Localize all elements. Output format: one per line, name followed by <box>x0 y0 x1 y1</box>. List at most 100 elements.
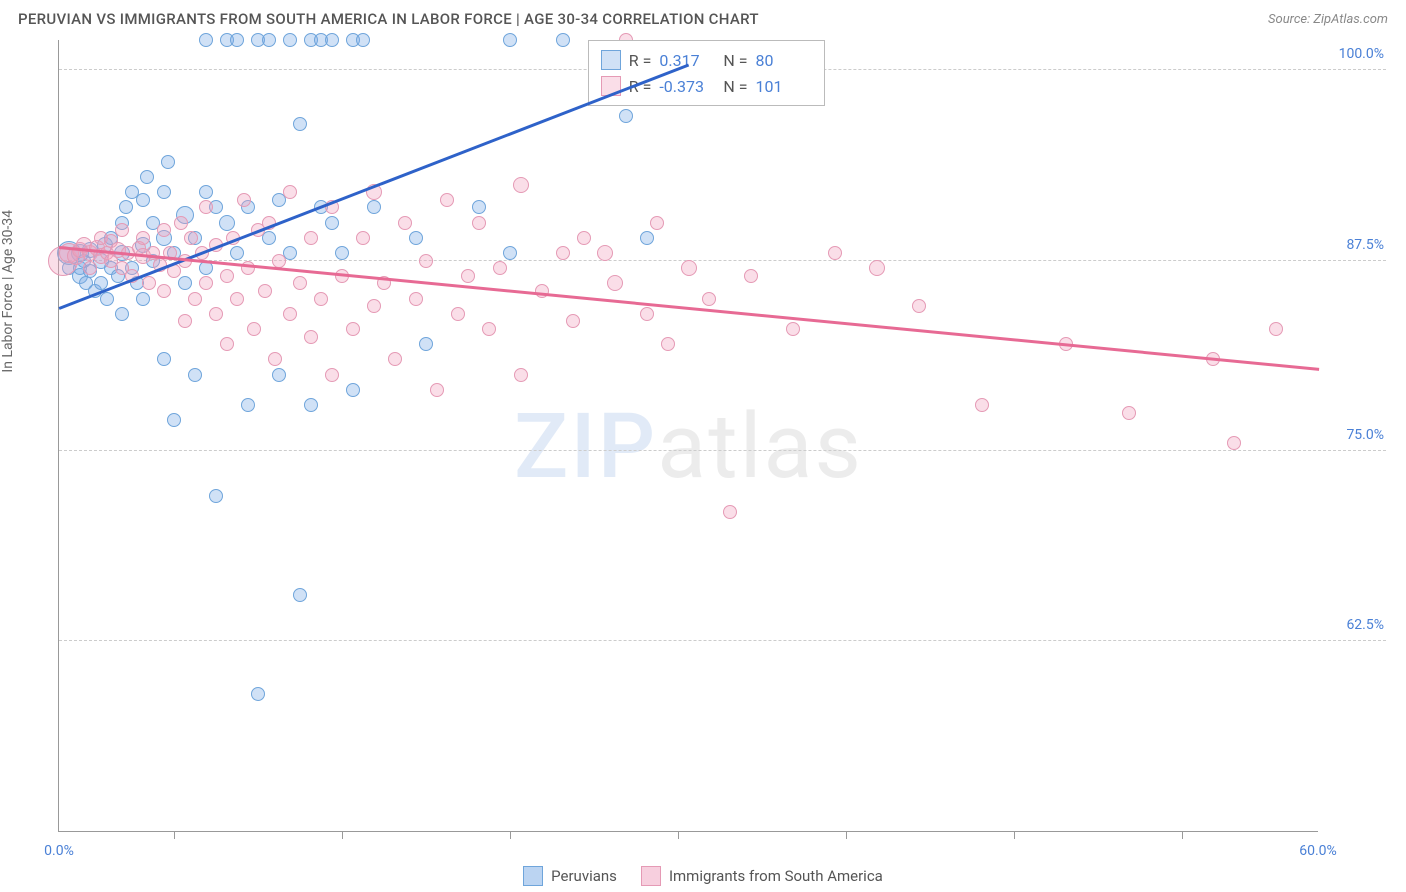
legend: Peruvians Immigrants from South America <box>0 866 1406 886</box>
data-point <box>219 215 235 231</box>
data-point <box>1122 406 1136 420</box>
data-point <box>157 223 171 237</box>
correlation-stats-box: R = 0.317 N = 80R = -0.373 N = 101 <box>588 40 825 106</box>
data-point <box>681 260 697 276</box>
gridline <box>59 640 1386 641</box>
data-point <box>513 177 529 193</box>
data-point <box>241 398 255 412</box>
data-point <box>472 200 486 214</box>
data-point <box>356 231 370 245</box>
data-point <box>409 292 423 306</box>
data-point <box>451 307 465 321</box>
data-point <box>514 368 528 382</box>
x-tick <box>510 831 511 839</box>
data-point <box>119 200 133 214</box>
y-tick-label: 100.0% <box>1339 46 1384 62</box>
data-point <box>142 276 156 290</box>
data-point <box>325 368 339 382</box>
stat-r-value: -0.373 <box>659 77 715 96</box>
plot-area: ZIPatlas 62.5%75.0%87.5%100.0%0.0%60.0%R… <box>58 40 1318 832</box>
data-point <box>293 276 307 290</box>
data-point <box>188 368 202 382</box>
data-point <box>237 193 251 207</box>
data-point <box>556 33 570 47</box>
gridline <box>59 450 1386 451</box>
data-point <box>230 246 244 260</box>
data-point <box>247 322 261 336</box>
stat-r-label: R = <box>629 51 652 70</box>
data-point <box>869 260 885 276</box>
data-point <box>1269 322 1283 336</box>
data-point <box>702 292 716 306</box>
data-point <box>283 185 297 199</box>
data-point <box>283 33 297 47</box>
data-point <box>304 231 318 245</box>
data-point <box>640 231 654 245</box>
data-point <box>786 322 800 336</box>
data-point <box>1227 436 1241 450</box>
stat-n-value: 80 <box>756 51 812 70</box>
data-point <box>577 231 591 245</box>
data-point <box>346 322 360 336</box>
legend-item: Immigrants from South America <box>641 866 883 886</box>
data-point <box>161 155 175 169</box>
data-point <box>912 299 926 313</box>
data-point <box>566 314 580 328</box>
data-point <box>556 246 570 260</box>
data-point <box>199 185 213 199</box>
x-tick <box>1014 831 1015 839</box>
data-point <box>136 231 150 245</box>
x-tick <box>1182 831 1183 839</box>
data-point <box>325 216 339 230</box>
y-tick-label: 62.5% <box>1346 617 1384 633</box>
data-point <box>503 246 517 260</box>
gridline <box>59 260 1386 261</box>
data-point <box>262 33 276 47</box>
data-point <box>975 398 989 412</box>
data-point <box>157 284 171 298</box>
x-tick-label: 0.0% <box>44 843 74 859</box>
stat-n-label: N = <box>723 77 747 96</box>
data-point <box>174 216 188 230</box>
legend-item: Peruvians <box>523 866 617 886</box>
data-point <box>304 398 318 412</box>
y-tick-label: 87.5% <box>1346 237 1384 253</box>
stat-r-value: 0.317 <box>659 51 715 70</box>
data-point <box>157 352 171 366</box>
data-point <box>472 216 486 230</box>
data-point <box>209 489 223 503</box>
data-point <box>230 292 244 306</box>
x-tick <box>678 831 679 839</box>
data-point <box>272 254 286 268</box>
data-point <box>272 368 286 382</box>
data-point <box>325 33 339 47</box>
data-point <box>199 33 213 47</box>
y-tick-label: 75.0% <box>1346 427 1384 443</box>
data-point <box>220 337 234 351</box>
data-point <box>258 284 272 298</box>
data-point <box>167 413 181 427</box>
data-point <box>140 170 154 184</box>
y-axis-label: In Labor Force | Age 30-34 <box>0 210 16 373</box>
data-point <box>367 200 381 214</box>
data-point <box>136 292 150 306</box>
data-point <box>100 292 114 306</box>
data-point <box>461 269 475 283</box>
data-point <box>482 322 496 336</box>
data-point <box>430 383 444 397</box>
stat-row: R = 0.317 N = 80 <box>601 47 812 73</box>
data-point <box>184 231 198 245</box>
data-point <box>115 307 129 321</box>
data-point <box>230 33 244 47</box>
x-tick-label: 60.0% <box>1299 843 1337 859</box>
legend-swatch <box>641 866 661 886</box>
data-point <box>367 299 381 313</box>
data-point <box>419 254 433 268</box>
data-point <box>209 307 223 321</box>
x-tick <box>342 831 343 839</box>
data-point <box>503 33 517 47</box>
stat-n-label: N = <box>723 51 747 70</box>
data-point <box>178 314 192 328</box>
stat-n-value: 101 <box>756 77 812 96</box>
data-point <box>356 33 370 47</box>
